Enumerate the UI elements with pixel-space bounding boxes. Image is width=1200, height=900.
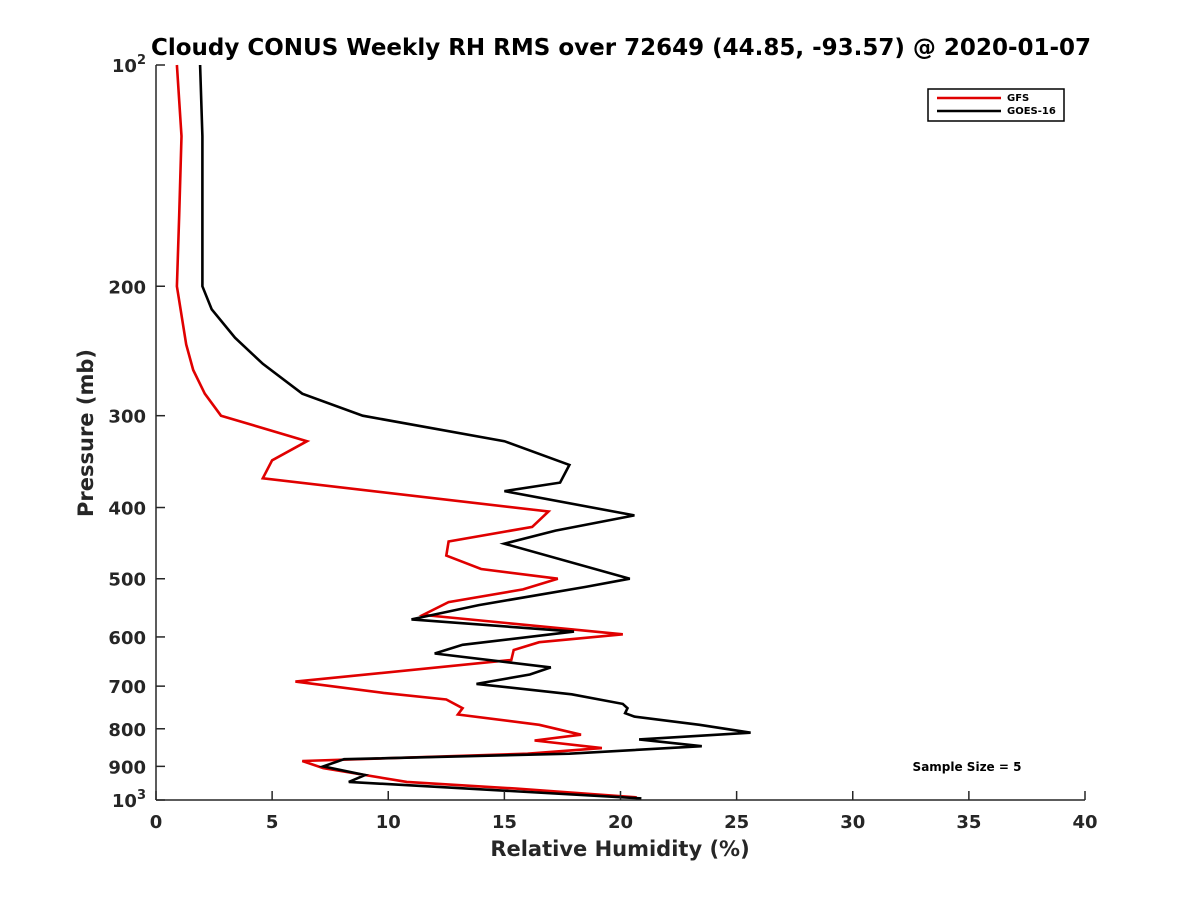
x-tick-label: 40 bbox=[1072, 812, 1097, 833]
x-axis-title: Relative Humidity (%) bbox=[490, 837, 749, 861]
series-line-gfs bbox=[175, 64, 637, 799]
x-tick-label: 30 bbox=[840, 812, 865, 833]
x-tick-label: 25 bbox=[724, 812, 749, 833]
x-tick-label: 15 bbox=[492, 812, 517, 833]
sample-size-annotation: Sample Size = 5 bbox=[913, 760, 1022, 774]
x-tick-label: 5 bbox=[266, 812, 279, 833]
y-tick-label: 300 bbox=[108, 407, 146, 428]
y-tick-label: 900 bbox=[108, 757, 146, 778]
y-axis-title: Pressure (mb) bbox=[74, 349, 98, 517]
y-tick-label: 600 bbox=[108, 628, 146, 649]
y-tick-label: 800 bbox=[108, 720, 146, 741]
x-tick-label: 35 bbox=[956, 812, 981, 833]
x-tick-label: 20 bbox=[608, 812, 633, 833]
y-tick-exponent: 2 bbox=[137, 53, 146, 68]
series-line-goes16 bbox=[198, 64, 751, 800]
legend: GFS GOES-16 bbox=[927, 88, 1065, 122]
x-tick-label: 0 bbox=[150, 812, 163, 833]
y-tick-exponent: 3 bbox=[137, 788, 146, 803]
y-tick-label: 500 bbox=[108, 570, 146, 591]
y-tick-label: 200 bbox=[108, 277, 146, 298]
y-tick-label: 700 bbox=[108, 677, 146, 698]
series-layer bbox=[175, 64, 751, 800]
chart-title: Cloudy CONUS Weekly RH RMS over 72649 (4… bbox=[151, 35, 1091, 61]
x-tick-label: 10 bbox=[376, 812, 401, 833]
legend-label-gfs: GFS bbox=[1007, 93, 1029, 104]
legend-box bbox=[927, 88, 1065, 122]
axes-layer: 0 5 10 15 20 25 30 35 40102200300400500600700800… bbox=[108, 53, 1097, 833]
y-tick-label: 400 bbox=[108, 499, 146, 520]
legend-label-goes16: GOES-16 bbox=[1007, 106, 1056, 117]
